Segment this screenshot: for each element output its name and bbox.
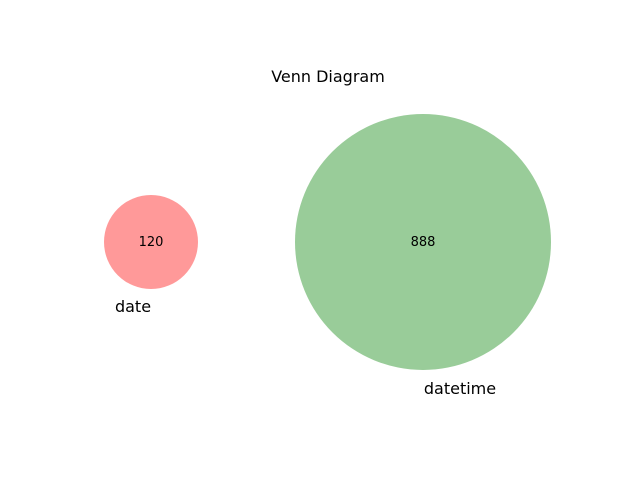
set-label-datetime: datetime	[424, 379, 496, 398]
set-label-date: date	[115, 297, 151, 316]
diagram-title: Venn Diagram	[271, 67, 385, 86]
set-circle-date	[104, 195, 198, 289]
set-circle-datetime	[295, 114, 551, 370]
set-count-date: 120	[139, 235, 164, 250]
set-count-datetime: 888	[411, 235, 436, 250]
